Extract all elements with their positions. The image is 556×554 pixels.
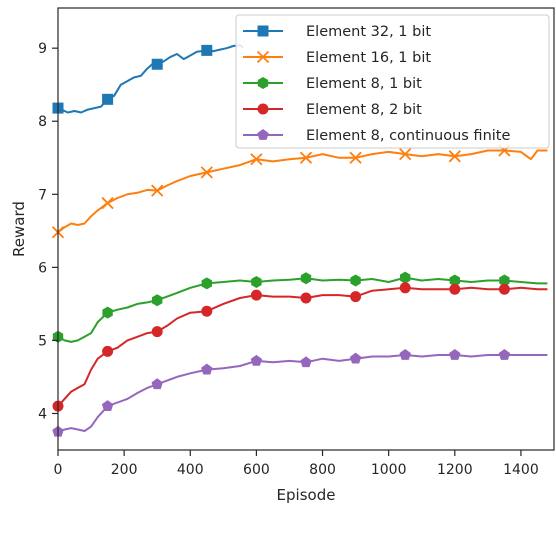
data-point-marker (151, 378, 163, 390)
data-point-marker (151, 184, 164, 197)
data-point-marker (350, 274, 361, 287)
series-line (57, 149, 548, 234)
data-point-marker (201, 305, 213, 317)
legend-label: Element 32, 1 bit (306, 24, 431, 40)
legend: Element 32, 1 bit Element 16, 1 bit Elemen… (235, 14, 550, 149)
data-point-marker (250, 289, 262, 301)
legend-marker (256, 50, 270, 64)
data-point-marker (251, 275, 262, 288)
y-tick-label: 8 (38, 114, 47, 130)
data-point-marker (350, 291, 362, 303)
series-line (57, 44, 244, 114)
series-layer (51, 44, 548, 437)
data-point-marker (448, 150, 461, 163)
x-tick-label: 800 (309, 462, 336, 478)
data-point-marker (499, 274, 510, 287)
data-point-marker (449, 274, 460, 287)
legend-entry: Element 8, 1 bit (243, 76, 422, 92)
data-point-marker (498, 349, 511, 360)
data-point-marker (102, 306, 113, 319)
data-point-marker (200, 166, 213, 179)
x-ticks: 0 200 400 600 800 1000 1200 1400 (54, 450, 539, 478)
legend-label: Element 8, continuous finite (306, 128, 510, 144)
x-tick-label: 0 (54, 462, 63, 478)
legend-entry: Element 32, 1 bit (243, 24, 431, 40)
y-tick-label: 9 (38, 41, 47, 57)
data-point-marker (300, 292, 312, 304)
y-ticks: 4 5 6 7 8 9 (38, 41, 58, 422)
x-tick-label: 1200 (437, 462, 473, 478)
legend-entry: Element 16, 1 bit (243, 50, 431, 66)
data-point-marker (349, 352, 362, 364)
y-tick-label: 4 (38, 406, 47, 422)
series-3 (52, 271, 548, 343)
legend-marker (257, 103, 269, 115)
legend-entry: Element 8, 2 bit (243, 102, 422, 118)
data-point-marker (399, 349, 411, 360)
data-point-marker (250, 153, 263, 166)
legend-marker (257, 129, 269, 140)
legend-entry: Element 8, continuous finite (243, 128, 510, 144)
data-point-marker (300, 356, 312, 368)
y-tick-label: 6 (38, 260, 47, 276)
x-tick-label: 1000 (371, 462, 407, 478)
data-point-marker (102, 93, 114, 105)
series-5 (52, 349, 548, 437)
data-point-marker (400, 271, 411, 284)
data-point-marker (300, 272, 312, 285)
legend-entries: Element 32, 1 bit Element 16, 1 bit Elemen… (243, 24, 510, 144)
data-point-marker (299, 151, 313, 164)
data-point-marker (349, 151, 362, 164)
y-tick-label: 5 (38, 333, 47, 349)
data-point-marker (250, 354, 263, 366)
data-point-marker (449, 283, 461, 295)
series-2 (51, 144, 548, 239)
x-tick-label: 400 (177, 462, 204, 478)
x-tick-label: 600 (243, 462, 270, 478)
x-axis-title: Episode (277, 486, 336, 504)
data-point-marker (201, 277, 212, 290)
data-point-marker (399, 282, 411, 294)
x-tick-label: 1400 (503, 462, 539, 478)
y-axis-title: Reward (10, 201, 28, 257)
data-point-marker (152, 294, 163, 307)
y-tick-label: 7 (38, 187, 47, 203)
data-point-marker (201, 44, 213, 56)
data-point-marker (101, 400, 114, 412)
data-point-marker (399, 147, 412, 161)
data-point-marker (151, 58, 163, 70)
plot-frame (57, 7, 555, 451)
legend-label: Element 8, 2 bit (306, 102, 422, 118)
x-tick-label: 200 (111, 462, 138, 478)
series-1 (52, 44, 244, 114)
legend-marker (257, 25, 269, 37)
data-point-marker (101, 196, 114, 210)
series-4 (52, 282, 548, 412)
legend-label: Element 16, 1 bit (306, 50, 431, 66)
data-point-marker (449, 349, 461, 360)
data-point-marker (201, 363, 213, 375)
legend-box (235, 14, 550, 149)
legend-marker (257, 77, 269, 89)
data-point-marker (102, 345, 114, 357)
legend-label: Element 8, 1 bit (306, 76, 422, 92)
data-point-marker (498, 283, 510, 295)
data-point-marker (151, 326, 163, 338)
